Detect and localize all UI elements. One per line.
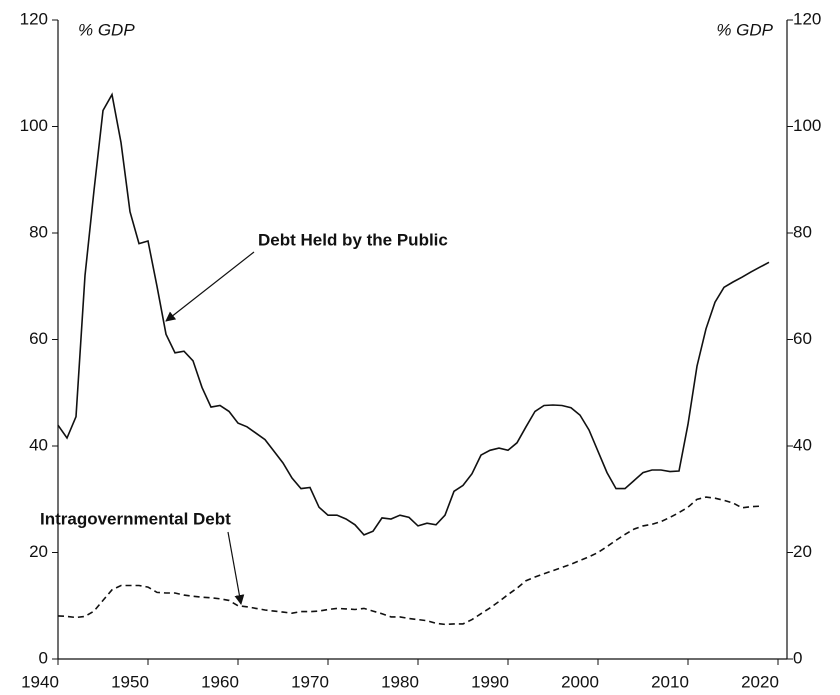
annotation: Debt Held by the Public <box>258 230 448 249</box>
x-tick-label: 1950 <box>111 672 149 691</box>
y2-tick-label: 100 <box>793 116 821 135</box>
annotation: Intragovernmental Debt <box>40 509 231 528</box>
series-line <box>57 496 761 626</box>
x-tick-label: 1970 <box>291 672 329 691</box>
x-tick-label: 1960 <box>201 672 239 691</box>
y-tick-label: 40 <box>29 435 48 454</box>
y2-tick-label: 20 <box>793 542 812 561</box>
annotation-arrow <box>165 251 255 322</box>
y-tick-label: 80 <box>29 222 48 241</box>
y2-tick-label: 40 <box>793 435 812 454</box>
y-axis-unit-left: % GDP <box>78 20 135 39</box>
y2-tick-label: 0 <box>793 648 802 667</box>
y2-tick-label: 80 <box>793 222 812 241</box>
series-line <box>57 92 770 536</box>
y-tick-label: 60 <box>29 329 48 348</box>
y-tick-label: 100 <box>20 116 48 135</box>
x-tick-label: 2010 <box>651 672 689 691</box>
x-tick-label: 1940 <box>21 672 59 691</box>
y2-tick-label: 60 <box>793 329 812 348</box>
x-tick-label: 2020 <box>741 672 779 691</box>
x-tick-label: 1980 <box>381 672 419 691</box>
y-axis-unit-right: % GDP <box>716 20 773 39</box>
y-tick-label: 0 <box>39 648 48 667</box>
x-tick-label: 2000 <box>561 672 599 691</box>
y-tick-label: 120 <box>20 9 48 28</box>
y2-tick-label: 120 <box>793 9 821 28</box>
annotation-arrow <box>227 531 245 605</box>
x-tick-label: 1990 <box>471 672 509 691</box>
y-tick-label: 20 <box>29 542 48 561</box>
